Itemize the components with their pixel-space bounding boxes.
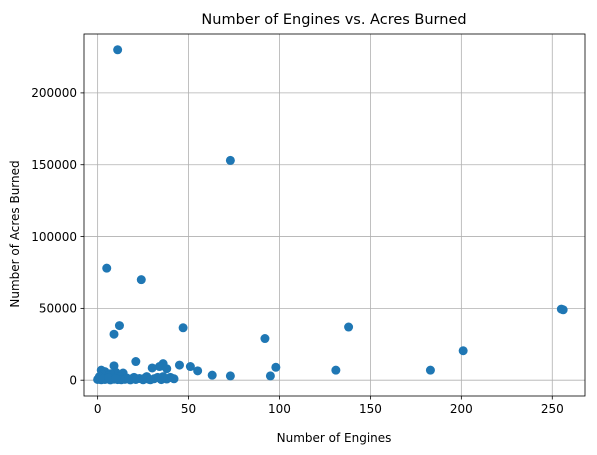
scatter-point <box>158 372 168 382</box>
scatter-point <box>145 375 155 385</box>
scatter-point <box>458 346 468 356</box>
grid <box>84 34 585 396</box>
scatter-point <box>425 365 435 375</box>
x-tick-label: 0 <box>94 402 102 416</box>
plot-area-frame <box>83 33 586 397</box>
x-tick-label: 200 <box>450 402 473 416</box>
scatter-point <box>344 322 354 332</box>
y-tick-label: 150000 <box>31 158 77 172</box>
scatter-point <box>265 371 275 381</box>
scatter-point <box>136 275 146 285</box>
scatter-point <box>154 362 164 372</box>
scatter-point <box>113 45 123 55</box>
scatter-point <box>111 373 121 383</box>
scatter-point <box>131 374 141 384</box>
y-tick-label: 0 <box>69 373 77 387</box>
y-tick-label: 50000 <box>39 302 77 316</box>
x-tick-label: 50 <box>181 402 196 416</box>
scatter-point <box>225 371 235 381</box>
scatter-point <box>225 155 235 165</box>
scatter-point <box>193 366 203 376</box>
scatter-point <box>104 373 114 383</box>
scatter-point <box>162 364 172 374</box>
scatter-point <box>178 323 188 333</box>
y-tick-label: 100000 <box>31 230 77 244</box>
scatter-point <box>114 321 124 331</box>
scatter-point <box>331 365 341 375</box>
y-tick-label: 200000 <box>31 86 77 100</box>
scatter-point <box>556 304 566 314</box>
y-axis-label: Number of Acres Burned <box>8 160 22 307</box>
axis-ticks: 0 50 100 150 200 250 0 50000 100000 150000 200000 <box>31 86 564 416</box>
scatter-point <box>260 334 270 344</box>
scatter-point <box>185 362 195 372</box>
scatter-points <box>93 45 568 385</box>
chart-title: Number of Engines vs. Acres Burned <box>201 12 466 28</box>
scatter-point <box>131 357 141 367</box>
x-tick-label: 100 <box>268 402 291 416</box>
scatter-point <box>102 263 112 273</box>
scatter-point <box>124 374 134 384</box>
x-tick-label: 250 <box>541 402 564 416</box>
scatter-point <box>207 370 217 380</box>
scatter-point <box>109 329 119 339</box>
scatter-point <box>169 374 179 384</box>
x-axis-label: Number of Engines <box>277 431 392 445</box>
scatter-point <box>174 360 184 370</box>
scatter-point <box>147 363 157 373</box>
x-tick-label: 150 <box>359 402 382 416</box>
scatter-point <box>271 362 281 372</box>
